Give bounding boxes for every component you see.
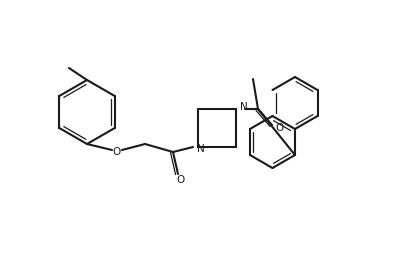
- Text: O: O: [113, 147, 121, 157]
- Text: N: N: [197, 144, 205, 154]
- Text: O: O: [177, 175, 185, 185]
- Text: O: O: [276, 123, 284, 133]
- Text: N: N: [240, 102, 248, 112]
